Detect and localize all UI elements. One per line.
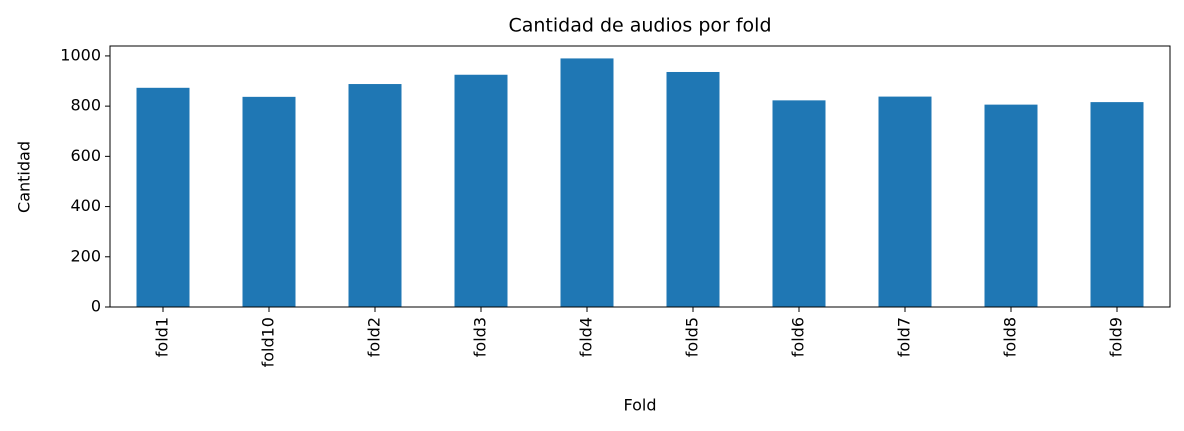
bar	[136, 87, 190, 307]
y-tick-label: 1000	[60, 45, 101, 64]
x-tick-label: fold7	[895, 317, 914, 357]
y-tick-label: 800	[70, 96, 101, 115]
bar	[666, 71, 720, 307]
x-tick-label: fold9	[1107, 317, 1126, 357]
y-tick-label: 200	[70, 246, 101, 265]
x-tick-label: fold6	[789, 317, 808, 357]
plot-frame	[109, 45, 1171, 308]
y-axis-label: Cantidad	[15, 141, 34, 213]
y-tick-label: 400	[70, 196, 101, 215]
x-tick-label: fold1	[153, 317, 172, 357]
bar	[984, 104, 1038, 307]
bar	[242, 96, 296, 308]
x-tick-label: fold8	[1001, 317, 1020, 357]
bar	[878, 96, 932, 307]
bar	[454, 74, 508, 307]
bar	[772, 100, 826, 307]
chart-title: Cantidad de audios por fold	[508, 15, 771, 37]
x-tick-label: fold10	[259, 317, 278, 367]
bar	[1090, 102, 1144, 307]
x-axis-label: Fold	[623, 396, 656, 415]
y-tick-label: 0	[91, 297, 101, 316]
x-tick-label: fold4	[577, 317, 596, 357]
x-tick-label: fold3	[471, 317, 490, 357]
bar	[560, 58, 614, 307]
y-tick-label: 600	[70, 146, 101, 165]
x-tick-label: fold5	[683, 317, 702, 357]
x-tick-label: fold2	[365, 317, 384, 357]
bar	[348, 84, 402, 307]
